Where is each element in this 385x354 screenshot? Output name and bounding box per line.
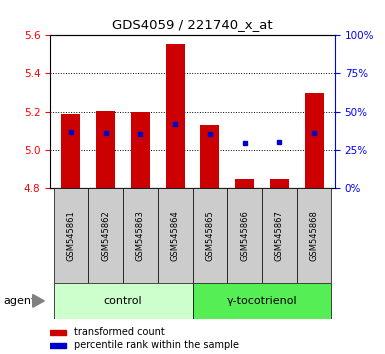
Bar [192,188,227,283]
Bar [123,188,158,283]
Text: γ-tocotrienol: γ-tocotrienol [227,296,297,306]
Bar [54,188,88,283]
Bar [54,283,192,319]
Bar [88,188,123,283]
Text: GSM545865: GSM545865 [205,210,214,261]
Bar [227,188,262,283]
Text: GSM545863: GSM545863 [136,210,145,261]
Bar [297,188,331,283]
Bar [166,44,185,188]
Text: percentile rank within the sample: percentile rank within the sample [74,340,239,350]
Text: GSM545862: GSM545862 [101,210,110,261]
Bar [131,113,150,188]
Text: GSM545864: GSM545864 [171,210,180,261]
Bar [158,188,192,283]
Title: GDS4059 / 221740_x_at: GDS4059 / 221740_x_at [112,18,273,32]
Bar [262,188,297,283]
Text: GSM545868: GSM545868 [310,210,319,261]
Text: GSM545867: GSM545867 [275,210,284,261]
Bar [50,343,66,348]
Text: control: control [104,296,142,306]
Bar [96,110,115,188]
Bar [235,179,254,188]
Bar [50,330,66,335]
Bar [200,125,219,188]
Bar [270,179,289,188]
Bar [305,93,324,188]
Bar [192,283,331,319]
Text: transformed count: transformed count [74,327,165,337]
Bar [61,114,80,188]
Text: GSM545861: GSM545861 [66,210,75,261]
Text: agent: agent [4,296,36,306]
Text: GSM545866: GSM545866 [240,210,249,261]
